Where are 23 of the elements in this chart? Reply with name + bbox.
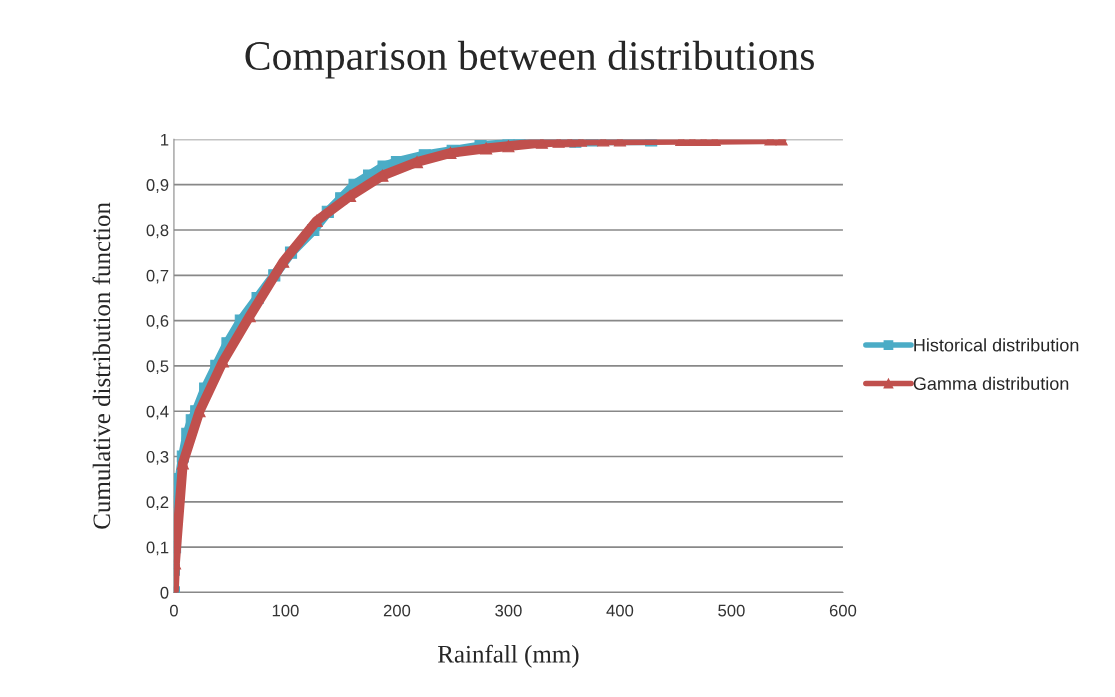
y-tick-label: 0,2 [146,496,169,511]
chart-title: Comparison between distributions [245,40,814,79]
x-tick-label: 300 [495,604,522,617]
y-tick-label: 0,5 [146,360,169,375]
y-tick-label: 1 [161,133,169,146]
x-axis-title: Rainfall (mm) [438,644,579,668]
legend-label: Gamma distribution [913,376,1069,391]
x-tick-label: 600 [829,604,857,617]
x-tick-label: 0 [169,604,178,617]
y-tick-label: 0,3 [146,450,169,465]
y-tick-label: 0,6 [146,315,169,329]
x-tick-label: 400 [606,604,634,617]
x-tick-label: 100 [272,604,299,617]
x-tick-label: 200 [383,604,411,617]
y-tick-label: 0,1 [146,541,169,556]
y-tick-label: 0,8 [146,224,169,239]
y-tick-label: 0 [160,586,169,599]
x-tick-label: 500 [718,604,745,617]
y-tick-label: 0,7 [146,269,169,284]
y-tick-label: 0,9 [146,179,169,193]
y-axis-title: Cumulative distribution function [92,202,111,529]
y-tick-label: 0,4 [146,405,169,420]
legend-label: Historical distribution [914,338,1079,352]
